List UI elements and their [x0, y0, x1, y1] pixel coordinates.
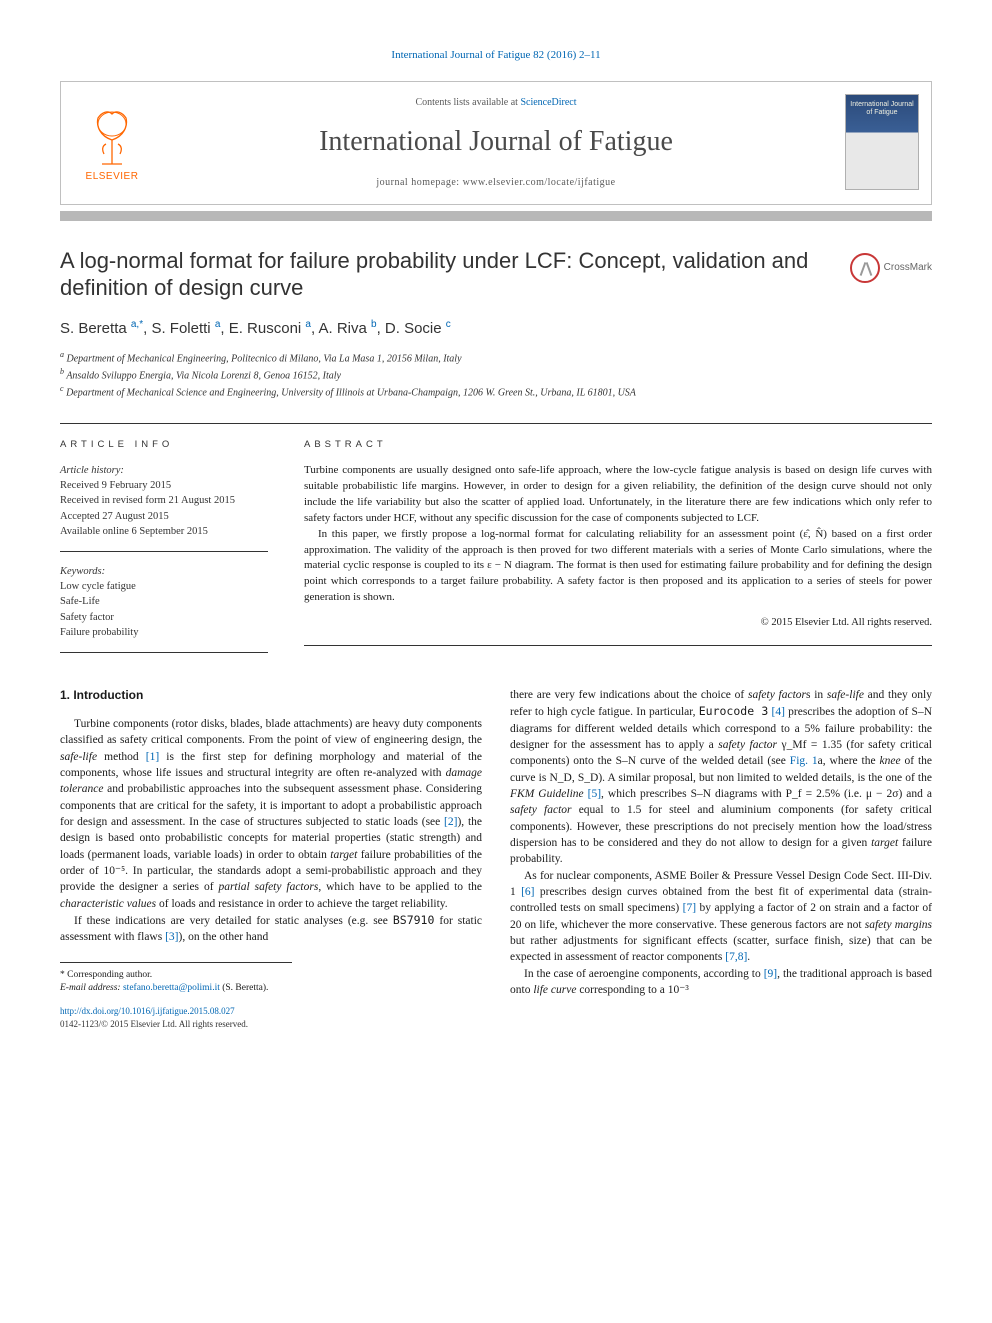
affiliation-c: c Department of Mechanical Science and E…: [60, 383, 932, 400]
page-container: International Journal of Fatigue 82 (201…: [0, 0, 992, 1070]
authors-line: S. Beretta a,*, S. Foletti a, E. Rusconi…: [60, 318, 932, 339]
article-title: A log-normal format for failure probabil…: [60, 247, 830, 302]
article-info-column: ARTICLE INFO Article history: Received 9…: [60, 438, 268, 665]
journal-header-box: ELSEVIER Contents lists available at Sci…: [60, 81, 932, 204]
contents-lists-line: Contents lists available at ScienceDirec…: [171, 96, 821, 110]
doi-link[interactable]: http://dx.doi.org/10.1016/j.ijfatigue.20…: [60, 1006, 235, 1016]
history-online: Available online 6 September 2015: [60, 526, 208, 537]
intro-p2: If these indications are very detailed f…: [60, 912, 482, 946]
title-row: A log-normal format for failure probabil…: [60, 247, 932, 318]
affiliation-a: a Department of Mechanical Engineering, …: [60, 349, 932, 366]
cover-thumb-title: International Journal of Fatigue: [846, 95, 918, 116]
keywords-block: Keywords: Low cycle fatigue Safe-Life Sa…: [60, 564, 268, 653]
history-received: Received 9 February 2015: [60, 480, 171, 491]
homepage-prefix: journal homepage:: [376, 177, 462, 188]
email-line: E-mail address: stefano.beretta@polimi.i…: [60, 982, 482, 995]
journal-cover-thumbnail[interactable]: International Journal of Fatigue: [845, 94, 919, 190]
email-suffix: (S. Beretta).: [220, 983, 269, 993]
email-label: E-mail address:: [60, 983, 123, 993]
info-abstract-row: ARTICLE INFO Article history: Received 9…: [60, 423, 932, 665]
article-history-block: Article history: Received 9 February 201…: [60, 463, 268, 552]
homepage-link[interactable]: www.elsevier.com/locate/ijfatigue: [463, 177, 616, 188]
body-column-left: 1. Introduction Turbine components (roto…: [60, 687, 482, 1030]
keyword-0: Low cycle fatigue: [60, 581, 136, 592]
keyword-1: Safe-Life: [60, 596, 100, 607]
journal-ref-link[interactable]: International Journal of Fatigue 82 (201…: [391, 49, 600, 61]
affiliation-b: b Ansaldo Sviluppo Energia, Via Nicola L…: [60, 366, 932, 383]
abstract-text: Turbine components are usually designed …: [304, 463, 932, 606]
corresponding-author-footnote: * Corresponding author. E-mail address: …: [60, 969, 482, 996]
header-rule: [60, 211, 932, 221]
intro-p4: As for nuclear components, ASME Boiler &…: [510, 868, 932, 966]
contents-prefix: Contents lists available at: [415, 97, 520, 108]
corr-author-line: * Corresponding author.: [60, 969, 482, 982]
intro-p3: there are very few indications about the…: [510, 687, 932, 868]
corr-email-link[interactable]: stefano.beretta@polimi.it: [123, 983, 220, 993]
article-info-label: ARTICLE INFO: [60, 438, 268, 451]
crossmark-icon: [850, 253, 880, 283]
journal-reference: International Journal of Fatigue 82 (201…: [60, 48, 932, 63]
crossmark-label: CrossMark: [884, 261, 932, 275]
journal-name: International Journal of Fatigue: [171, 122, 821, 161]
homepage-line: journal homepage: www.elsevier.com/locat…: [171, 176, 821, 190]
keyword-3: Failure probability: [60, 627, 138, 638]
history-heading: Article history:: [60, 465, 124, 476]
keywords-heading: Keywords:: [60, 566, 105, 577]
elsevier-wordmark: ELSEVIER: [86, 170, 139, 184]
abstract-label: ABSTRACT: [304, 438, 932, 451]
abstract-p2: In this paper, we firstly propose a log-…: [304, 527, 932, 607]
body-column-right: there are very few indications about the…: [510, 687, 932, 1030]
copyright-line: © 2015 Elsevier Ltd. All rights reserved…: [304, 616, 932, 646]
body-two-columns: 1. Introduction Turbine components (roto…: [60, 687, 932, 1030]
footnote-separator: [60, 962, 292, 969]
sciencedirect-link[interactable]: ScienceDirect: [520, 97, 576, 108]
issn-line: 0142-1123/© 2015 Elsevier Ltd. All right…: [60, 1019, 248, 1029]
elsevier-logo[interactable]: ELSEVIER: [73, 94, 151, 184]
page-footer: http://dx.doi.org/10.1016/j.ijfatigue.20…: [60, 1005, 482, 1030]
affiliations: a Department of Mechanical Engineering, …: [60, 349, 932, 401]
intro-p1: Turbine components (rotor disks, blades,…: [60, 716, 482, 912]
abstract-column: ABSTRACT Turbine components are usually …: [304, 438, 932, 665]
intro-p5: In the case of aeroengine components, ac…: [510, 966, 932, 999]
crossmark-badge[interactable]: CrossMark: [850, 253, 932, 283]
history-revised: Received in revised form 21 August 2015: [60, 495, 235, 506]
elsevier-tree-icon: [82, 106, 142, 168]
abstract-p1: Turbine components are usually designed …: [304, 463, 932, 527]
section-1-heading: 1. Introduction: [60, 687, 482, 704]
history-accepted: Accepted 27 August 2015: [60, 511, 169, 522]
keyword-2: Safety factor: [60, 612, 114, 623]
